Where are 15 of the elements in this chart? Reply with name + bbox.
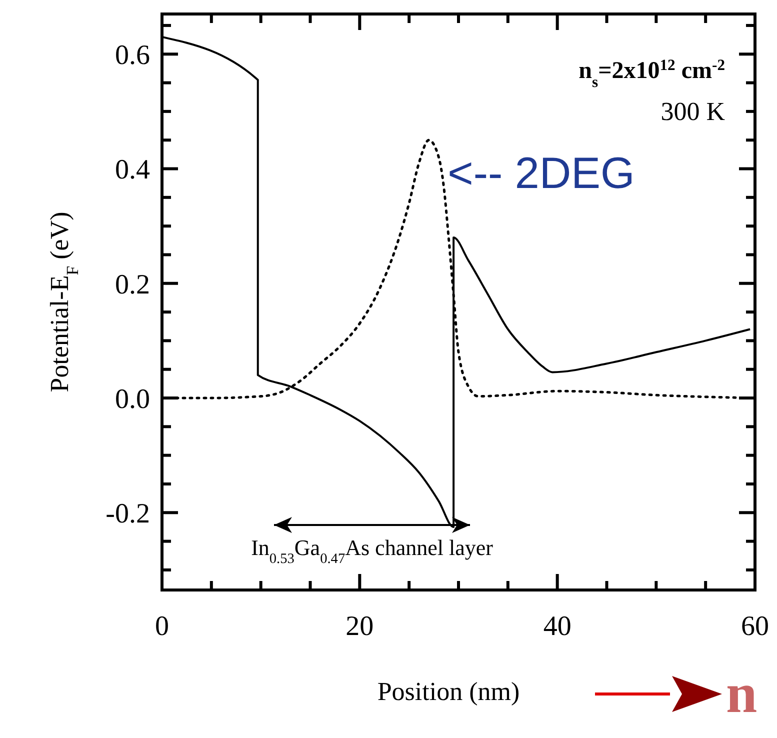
annotation: <-- 2DEG	[448, 148, 635, 198]
x-tick-label: 0	[155, 611, 169, 642]
x-tick-label: 60	[741, 611, 769, 642]
y-tick-label: 0.0	[115, 384, 150, 415]
y-tick-label: 0.6	[115, 40, 150, 72]
x-axis-title: Position (nm)	[377, 677, 520, 706]
annotation: 300 K	[660, 97, 726, 126]
annotation: In$_{0.53}$Ga$_{0.47}$As channel layer	[251, 535, 494, 567]
x-tick-label: 40	[543, 611, 572, 642]
text: n	[726, 663, 758, 725]
y-tick-label: -0.2	[106, 498, 150, 530]
y-tick-label: 0.4	[115, 154, 150, 186]
x-tick-label: 20	[346, 611, 374, 642]
y-tick-label: 0.2	[115, 269, 150, 300]
annotation: n$_{s}$=2x10$^{12}$ cm$^{-2}$	[578, 56, 726, 90]
